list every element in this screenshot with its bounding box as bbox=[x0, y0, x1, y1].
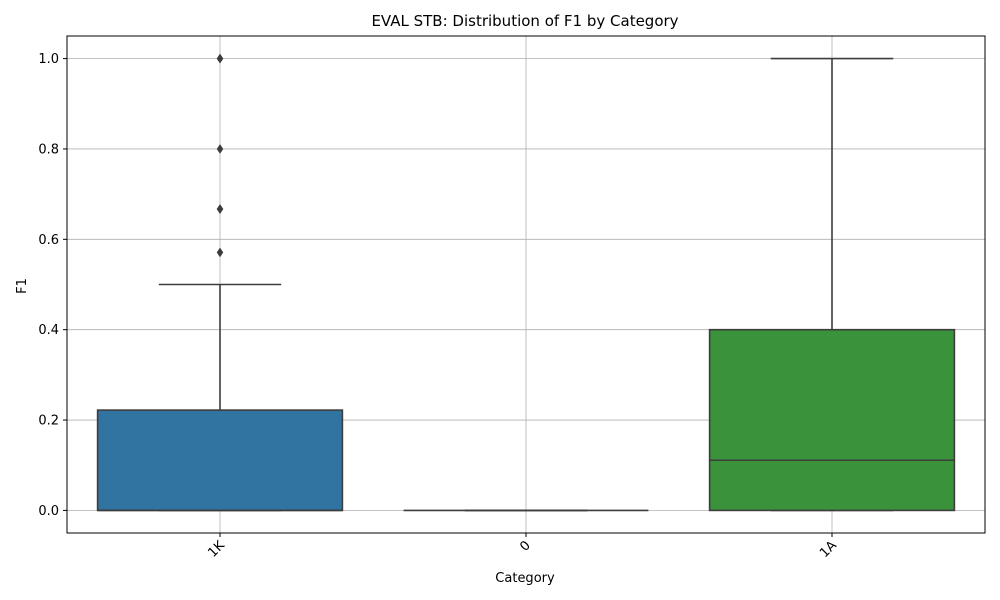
y-tick-label: 0.4 bbox=[38, 323, 59, 338]
y-axis-label: F1 bbox=[15, 278, 30, 294]
x-tick-label: 0 bbox=[517, 538, 533, 554]
box-body bbox=[708, 328, 956, 512]
y-tick-label: 0.2 bbox=[38, 414, 59, 429]
outlier-point bbox=[216, 204, 224, 214]
y-tick-label: 1.0 bbox=[38, 52, 59, 67]
boxes bbox=[96, 53, 956, 512]
tick-labels: 0.0 0.2 0.4 0.6 0.8 1.0 1K 0 1A bbox=[38, 52, 840, 561]
y-tick-label: 0.6 bbox=[38, 233, 59, 248]
x-axis-label: Category bbox=[495, 571, 555, 586]
y-tick-label: 0.0 bbox=[38, 504, 59, 519]
box-body bbox=[96, 409, 344, 512]
y-tick-label: 0.8 bbox=[38, 142, 59, 157]
box-1A bbox=[708, 57, 956, 512]
x-tick-label: 1K bbox=[205, 538, 228, 561]
box-1K bbox=[96, 53, 344, 512]
axes bbox=[63, 35, 986, 537]
outlier-point bbox=[216, 247, 224, 258]
outlier-point bbox=[216, 53, 224, 64]
chart-title: EVAL STB: Distribution of F1 by Category bbox=[371, 12, 678, 30]
outlier-point bbox=[216, 144, 224, 154]
x-tick-label: 1A bbox=[817, 538, 840, 561]
